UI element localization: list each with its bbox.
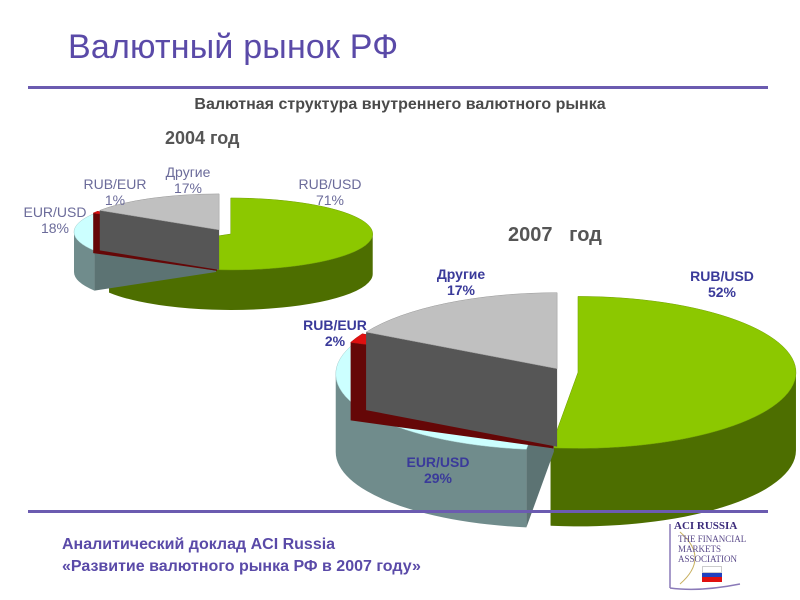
slice-percent: 71% bbox=[315, 192, 345, 208]
slice-top bbox=[365, 292, 558, 369]
logo-sub-line: MARKETS bbox=[678, 544, 722, 554]
logo-sub-line: THE FINANCIAL bbox=[678, 534, 747, 544]
slice-percent: 2% bbox=[324, 333, 346, 349]
chart-heading: Валютная структура внутреннего валютного… bbox=[194, 96, 606, 113]
chart-2004-title: 2004 год bbox=[165, 128, 240, 148]
slice-label-2004-other: Другие 17% bbox=[148, 164, 228, 196]
slice-label-2004-rub-eur: RUB/EUR 1% bbox=[70, 176, 160, 208]
slice-top bbox=[550, 296, 797, 449]
slice-wall bbox=[335, 373, 527, 528]
pie-slice-1-0 bbox=[550, 296, 797, 527]
aci-russia-logo: ACI RUSSIA THE FINANCIAL MARKETS ASSOCIA… bbox=[640, 518, 770, 594]
slice-label-2007-eur-usd: EUR/USD 29% bbox=[388, 454, 488, 486]
slice-percent: 29% bbox=[423, 470, 453, 486]
slice-percent: 17% bbox=[173, 180, 203, 196]
slice-top bbox=[98, 193, 220, 231]
slice-name: RUB/EUR bbox=[303, 317, 367, 333]
slice-wall bbox=[74, 232, 95, 291]
logo-title: ACI RUSSIA bbox=[674, 520, 738, 532]
slice-name: RUB/EUR bbox=[83, 176, 147, 192]
pie-0 bbox=[73, 193, 373, 310]
slice-label-2004-rub-usd: RUB/USD 71% bbox=[280, 176, 380, 208]
bottom-divider bbox=[28, 510, 768, 513]
slice-percent: 52% bbox=[707, 284, 737, 300]
logo-emblem-icon bbox=[669, 524, 741, 591]
pie-1 bbox=[335, 292, 797, 528]
pie-slice-1-3 bbox=[365, 292, 558, 447]
footer-report-subtitle: «Развитие валютного рынка РФ в 2007 году… bbox=[62, 558, 421, 575]
slice-name: EUR/USD bbox=[23, 204, 87, 220]
slice-name: Другие bbox=[165, 164, 211, 180]
logo-subtitle: THE FINANCIAL MARKETS ASSOCIATION bbox=[678, 534, 746, 564]
slide-title: Валютный рынок РФ bbox=[68, 28, 399, 66]
slice-name: RUB/USD bbox=[298, 176, 362, 192]
slice-percent: 17% bbox=[446, 282, 476, 298]
slice-name: Другие bbox=[436, 266, 486, 282]
slice-label-2004-eur-usd: EUR/USD 18% bbox=[10, 204, 100, 236]
slice-percent: 18% bbox=[40, 220, 70, 236]
slice-label-2007-other: Другие 17% bbox=[416, 266, 506, 298]
slice-percent: 1% bbox=[104, 192, 126, 208]
slice-wall bbox=[550, 372, 796, 527]
slice-label-2007-rub-eur: RUB/EUR 2% bbox=[290, 317, 380, 349]
footer-report-title: Аналитический доклад ACI Russia bbox=[62, 536, 336, 553]
slice-label-2007-rub-usd: RUB/USD 52% bbox=[672, 268, 772, 300]
russian-flag-icon bbox=[702, 566, 722, 582]
logo-sub-line: ASSOCIATION bbox=[678, 554, 738, 564]
slice-name: EUR/USD bbox=[406, 454, 470, 470]
slice-cut bbox=[366, 332, 558, 447]
pie-slice-0-3 bbox=[98, 193, 220, 270]
slice-wall bbox=[109, 233, 373, 310]
top-divider bbox=[28, 86, 768, 89]
chart-2007-title: 2007 год bbox=[508, 224, 602, 246]
slice-name: RUB/USD bbox=[690, 268, 754, 284]
